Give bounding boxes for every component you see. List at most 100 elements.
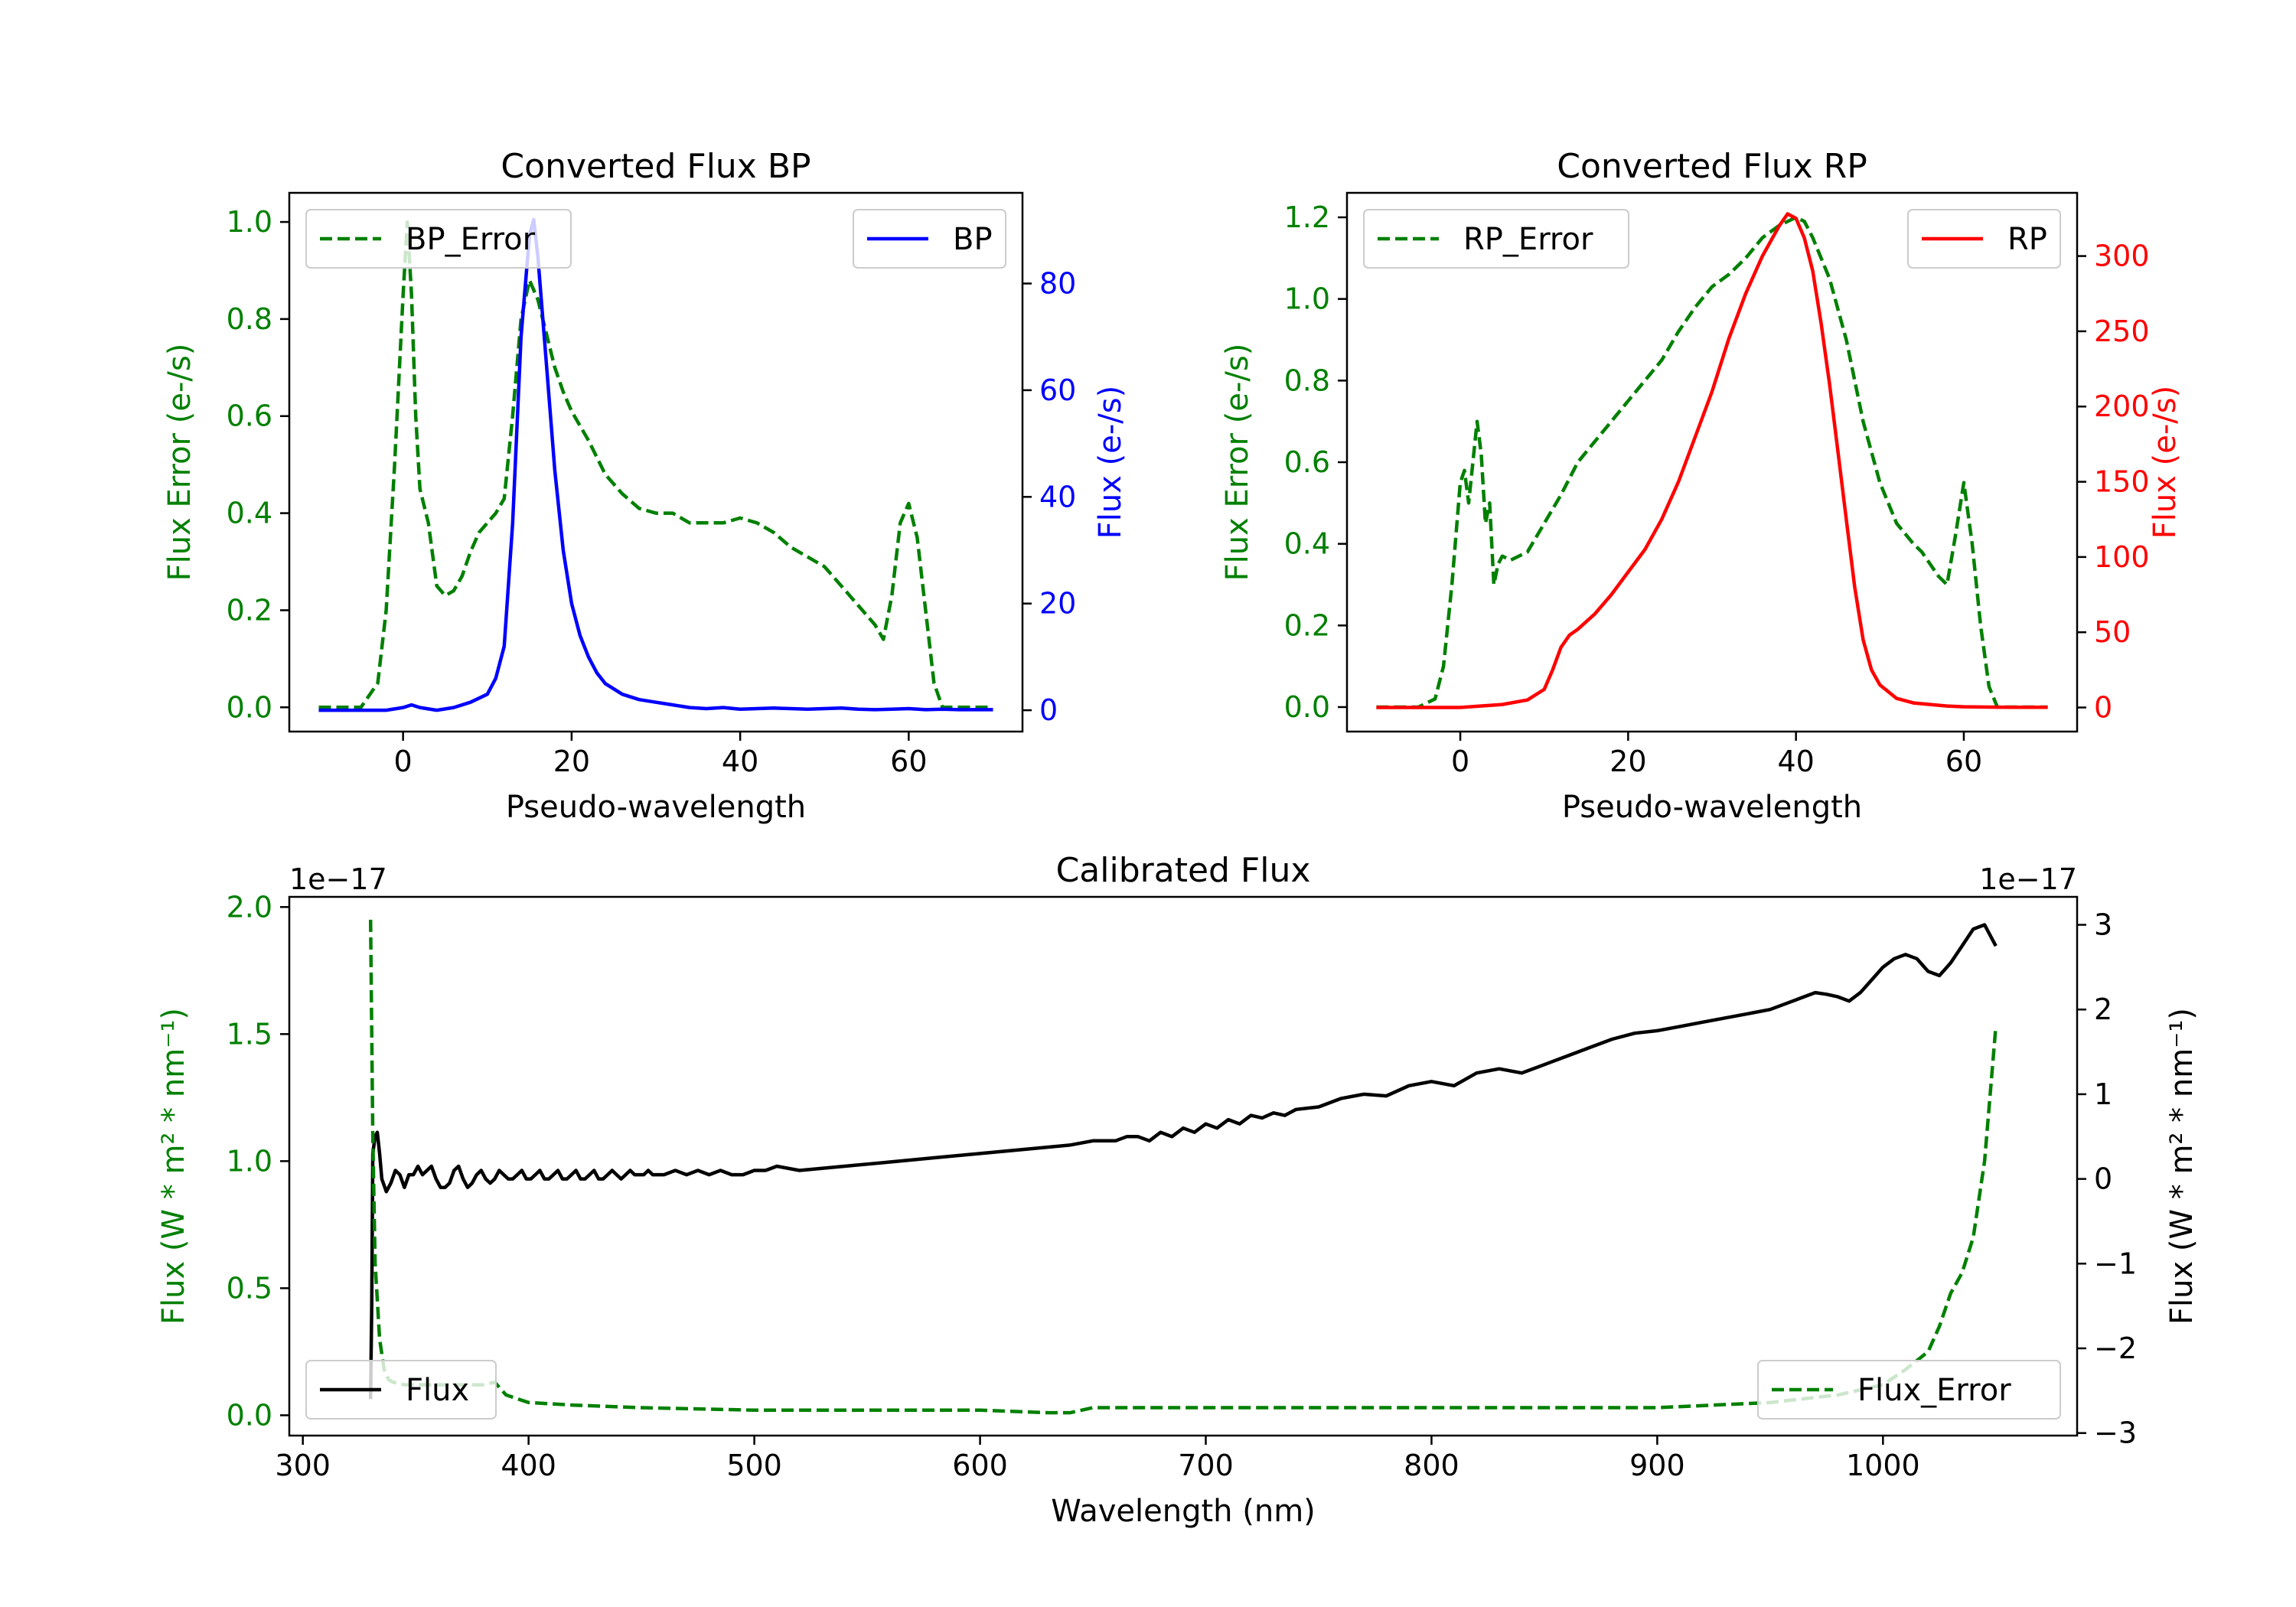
legend-rp-error: RP_Error <box>1363 209 1629 269</box>
bp-left-tick-label: 0.0 <box>227 690 272 724</box>
rp-x-tick-label: 20 <box>1609 745 1646 778</box>
cal-left-tick-label: 0.5 <box>227 1271 272 1305</box>
legend-box <box>1363 209 1629 269</box>
legend-rp: RP <box>1907 209 2061 269</box>
bp-left-axis-label: Flux Error (e-/s) <box>162 344 197 582</box>
bp-x-tick-label: 20 <box>553 745 590 778</box>
legend-label: Flux_Error <box>1857 1373 2011 1408</box>
series-line-flux <box>368 923 1998 1400</box>
series-line-rp-error <box>1376 215 2048 709</box>
bp-left-tick-label: 0.8 <box>227 302 272 336</box>
cal-right-tick-label: 1 <box>2094 1077 2112 1111</box>
rp-right-tick-label: 200 <box>2094 390 2150 423</box>
series-line-rp <box>1376 212 2048 709</box>
bp-left-tick-label: 0.2 <box>227 593 272 627</box>
cal-right-tick-label: −2 <box>2094 1332 2137 1365</box>
legend-box <box>1757 1360 2061 1420</box>
cal-right-axis-label: Flux (W * m² * nm⁻¹) <box>2164 1008 2200 1325</box>
rp-x-tick-label: 0 <box>1451 745 1469 778</box>
cal-x-tick-label: 900 <box>1629 1449 1685 1482</box>
cal-left-tick-label: 0.0 <box>227 1398 272 1432</box>
rp-left-tick-label: 0.0 <box>1284 690 1330 724</box>
cal-left-tick-label: 2.0 <box>227 890 272 924</box>
rp-left-axis-label: Flux Error (e-/s) <box>1220 344 1255 582</box>
rp-right-axis-label: Flux (e-/s) <box>2148 386 2183 539</box>
bp-x-axis-label: Pseudo-wavelength <box>506 790 806 825</box>
bp-right-tick-label: 20 <box>1039 587 1076 621</box>
bp-right-tick-label: 0 <box>1039 693 1058 727</box>
rp-right-tick-label: 150 <box>2094 465 2150 499</box>
bp-chart-title: Converted Flux BP <box>501 147 810 186</box>
cal-right-tick-label: 0 <box>2094 1162 2112 1196</box>
cal-left-tick-label: 1.0 <box>227 1144 272 1178</box>
rp-left-tick-label: 0.4 <box>1284 527 1330 561</box>
rp-x-axis-label: Pseudo-wavelength <box>1562 790 1862 825</box>
chart-converted-flux-bp: Converted Flux BP 0 20 40 60 0.0 0.2 0.4 0.6 0.8 1… <box>162 147 1128 825</box>
cal-left-axis-label: Flux (W * m² * nm⁻¹) <box>156 1008 191 1325</box>
bp-right-tick-label: 80 <box>1039 266 1076 300</box>
legend-label: RP_Error <box>1463 222 1593 257</box>
chart-converted-flux-rp: Converted Flux RP 0 20 40 60 0.0 0.2 0.4 0.6 0.8 1… <box>1220 147 2183 825</box>
series-line-bp-error <box>318 220 993 709</box>
rp-right-tick-label: 100 <box>2094 540 2150 574</box>
rp-left-tick-label: 0.6 <box>1284 445 1330 479</box>
cal-x-tick-label: 800 <box>1404 1449 1459 1482</box>
rp-left-tick-label: 0.8 <box>1284 363 1330 397</box>
legend-flux: Flux <box>305 1360 497 1420</box>
cal-axes-frame <box>288 895 2079 1437</box>
bp-axes-frame <box>288 191 1024 733</box>
cal-right-tick-label: −1 <box>2094 1247 2137 1280</box>
cal-right-exponent-label: 1e−17 <box>1979 862 2077 896</box>
rp-right-tick-label: 250 <box>2094 315 2150 348</box>
legend-box <box>853 209 1006 269</box>
cal-x-tick-label: 600 <box>952 1449 1008 1482</box>
legend-label: RP <box>2007 222 2047 257</box>
rp-series-group <box>1376 212 2048 709</box>
cal-left-exponent-label: 1e−17 <box>289 862 387 896</box>
cal-x-axis-label: Wavelength (nm) <box>1051 1494 1316 1529</box>
cal-x-tick-label: 400 <box>501 1449 556 1482</box>
chart-calibrated-flux: Calibrated Flux 300 400 500 600 700 800 900 1000… <box>156 851 2200 1529</box>
legend-bp-error: BP_Error <box>305 209 572 269</box>
rp-right-tick-label: 300 <box>2094 240 2150 273</box>
rp-left-tick-label: 1.2 <box>1284 200 1330 234</box>
legend-flux-error: Flux_Error <box>1757 1360 2061 1420</box>
rp-chart-title: Converted Flux RP <box>1557 147 1867 186</box>
cal-x-tick-label: 1000 <box>1846 1449 1920 1482</box>
legend-label: BP_Error <box>406 222 536 257</box>
cal-x-tick-label: 300 <box>275 1449 331 1482</box>
bp-x-tick-label: 60 <box>890 745 927 778</box>
series-line-bp <box>318 217 993 712</box>
cal-right-tick-label: −3 <box>2094 1416 2137 1450</box>
bp-left-tick-label: 1.0 <box>227 205 272 239</box>
legend-box <box>1907 209 2061 269</box>
cal-chart-title: Calibrated Flux <box>1056 851 1311 890</box>
rp-right-tick-label: 0 <box>2094 691 2112 725</box>
legend-label: BP <box>953 222 993 257</box>
rp-left-tick-label: 0.2 <box>1284 608 1330 642</box>
bp-series-group <box>318 217 993 712</box>
rp-x-tick-label: 40 <box>1777 745 1814 778</box>
bp-left-tick-label: 0.4 <box>227 497 272 530</box>
bp-x-tick-label: 0 <box>394 745 413 778</box>
bp-right-axis-label: Flux (e-/s) <box>1093 386 1128 539</box>
cal-right-tick-label: 3 <box>2094 908 2112 942</box>
bp-right-tick-label: 60 <box>1039 373 1076 407</box>
legend-box <box>305 1360 497 1420</box>
cal-x-tick-label: 700 <box>1178 1449 1234 1482</box>
cal-left-tick-label: 1.5 <box>227 1017 272 1051</box>
legend-bp: BP <box>853 209 1006 269</box>
legend-box <box>305 209 572 269</box>
bp-x-tick-label: 40 <box>722 745 758 778</box>
rp-x-tick-label: 60 <box>1945 745 1982 778</box>
cal-x-tick-label: 500 <box>726 1449 782 1482</box>
rp-left-tick-label: 1.0 <box>1284 282 1330 316</box>
bp-right-tick-label: 40 <box>1039 480 1076 513</box>
series-line-flux-error <box>368 919 1998 1415</box>
rp-right-tick-label: 50 <box>2094 615 2131 649</box>
bp-left-tick-label: 0.6 <box>227 399 272 433</box>
cal-series-group <box>368 919 1998 1415</box>
cal-right-tick-label: 2 <box>2094 993 2112 1026</box>
legend-label: Flux <box>406 1373 469 1408</box>
